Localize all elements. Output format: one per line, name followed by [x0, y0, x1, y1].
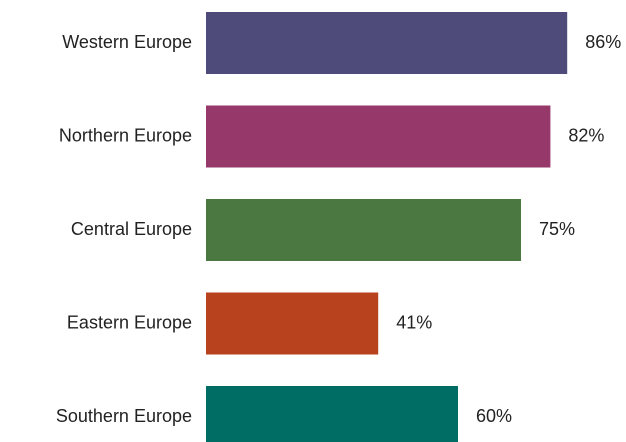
bar-northern-europe	[206, 105, 551, 168]
value-labels-group: 86% 82% 75% 41% 60%	[396, 32, 621, 426]
value-label-southern-europe: 60%	[476, 406, 512, 426]
bar-central-europe	[206, 199, 521, 261]
value-label-northern-europe: 82%	[568, 125, 604, 145]
value-label-eastern-europe: 41%	[396, 312, 432, 332]
category-label-northern-europe: Northern Europe	[59, 125, 192, 145]
category-label-western-europe: Western Europe	[62, 32, 192, 52]
bars-group	[206, 12, 568, 442]
bar-southern-europe	[206, 386, 458, 442]
category-label-eastern-europe: Eastern Europe	[67, 312, 192, 332]
bar-eastern-europe	[206, 292, 379, 355]
value-label-central-europe: 75%	[539, 219, 575, 239]
category-labels-group: Western Europe Northern Europe Central Eur…	[56, 32, 192, 426]
category-label-southern-europe: Southern Europe	[56, 406, 192, 426]
category-label-central-europe: Central Europe	[71, 219, 192, 239]
bar-western-europe	[206, 12, 568, 74]
value-label-western-europe: 86%	[585, 32, 621, 52]
